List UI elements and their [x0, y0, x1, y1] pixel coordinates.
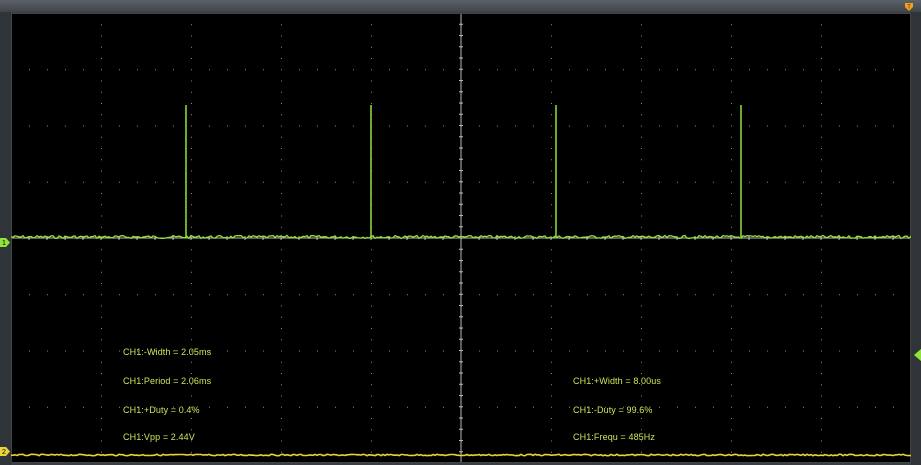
ch2-trace [11, 453, 911, 457]
measurement-ch1-pos-duty: CH1:+Duty = 0.4% [123, 405, 200, 415]
trace-layer [11, 105, 911, 457]
ch2-ground-marker-icon[interactable]: 2 [0, 446, 11, 457]
measurement-ch1-neg-width: CH1:-Width = 2.05ms [123, 347, 212, 357]
measurement-ch1-period: CH1:Period = 2.06ms [123, 376, 212, 386]
measurement-ch1-pos-width: CH1:+Width = 8.00us [573, 376, 661, 386]
waveform-display[interactable]: CH1:-Width = 2.05ms CH1:Period = 2.06ms … [11, 13, 911, 463]
ch2-marker-label: 2 [2, 449, 6, 456]
trigger-level-marker-icon[interactable] [912, 349, 921, 361]
ch1-marker-label: 1 [2, 240, 6, 247]
trigger-marker-label: T [907, 5, 910, 11]
right-marker-bar [911, 12, 921, 465]
measurement-ch1-frequency: CH1:Frequ = 485Hz [573, 432, 655, 442]
ch1-ground-marker-icon[interactable]: 1 [0, 237, 11, 248]
ch1-pulses [185, 105, 742, 237]
measurement-ch1-neg-duty: CH1:-Duty = 99.6% [573, 405, 653, 415]
measurement-ch1-vpp: CH1:Vpp = 2.44V [123, 432, 195, 442]
trigger-position-icon[interactable]: T [904, 2, 914, 12]
ch1-trace [11, 234, 911, 240]
top-status-bar [0, 0, 921, 12]
